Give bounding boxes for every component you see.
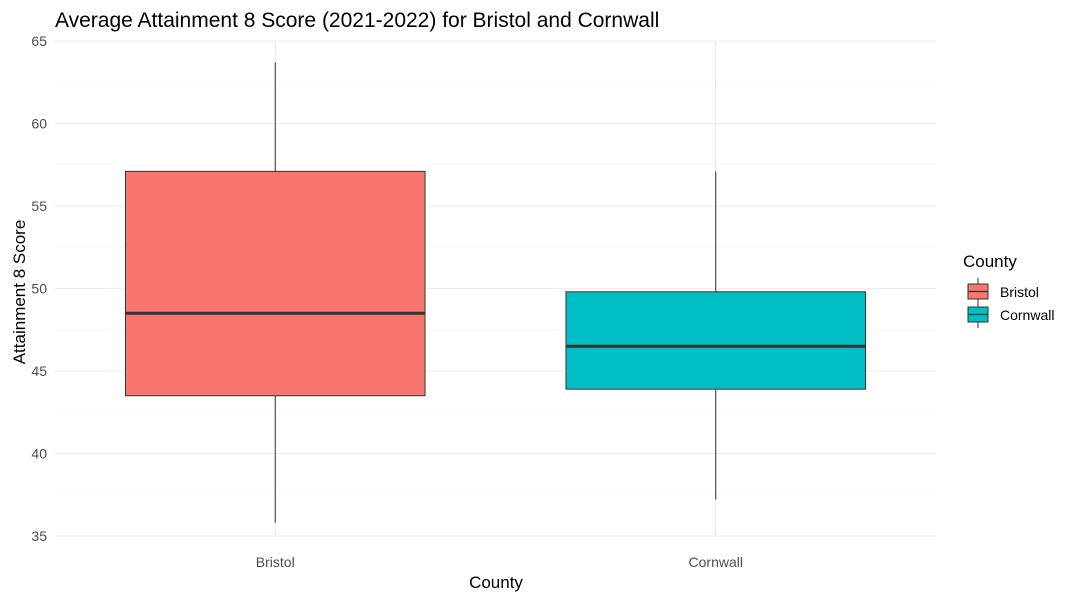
y-tick-label: 40 xyxy=(31,446,47,462)
y-tick-label: 60 xyxy=(31,116,47,132)
legend: County Bristol Cornwall xyxy=(963,252,1054,328)
box-plot-area xyxy=(124,62,867,523)
y-tick-label: 45 xyxy=(31,363,47,379)
y-tick-label: 55 xyxy=(31,198,47,214)
y-axis-title: Attainment 8 Score xyxy=(10,220,29,365)
x-tick-label: Cornwall xyxy=(689,554,743,570)
x-axis-title: County xyxy=(469,573,523,592)
iqr-box xyxy=(565,291,867,390)
box-cornwall xyxy=(565,171,867,500)
y-tick-label: 35 xyxy=(31,528,47,544)
legend-label: Bristol xyxy=(1000,284,1039,300)
legend-title: County xyxy=(963,252,1017,271)
legend-item-cornwall: Cornwall xyxy=(967,301,1054,328)
legend-item-bristol: Bristol xyxy=(967,278,1039,305)
x-axis-ticks: Bristol Cornwall xyxy=(256,554,743,570)
legend-label: Cornwall xyxy=(1000,307,1054,323)
chart-title: Average Attainment 8 Score (2021-2022) f… xyxy=(55,9,659,32)
y-axis-ticks: 35 40 45 50 55 60 65 xyxy=(31,33,47,544)
iqr-box xyxy=(124,170,426,397)
y-tick-label: 50 xyxy=(31,281,47,297)
x-tick-label: Bristol xyxy=(256,554,295,570)
box-bristol xyxy=(124,62,426,523)
y-tick-label: 65 xyxy=(31,33,47,49)
legend-items: Bristol Cornwall xyxy=(967,278,1054,328)
